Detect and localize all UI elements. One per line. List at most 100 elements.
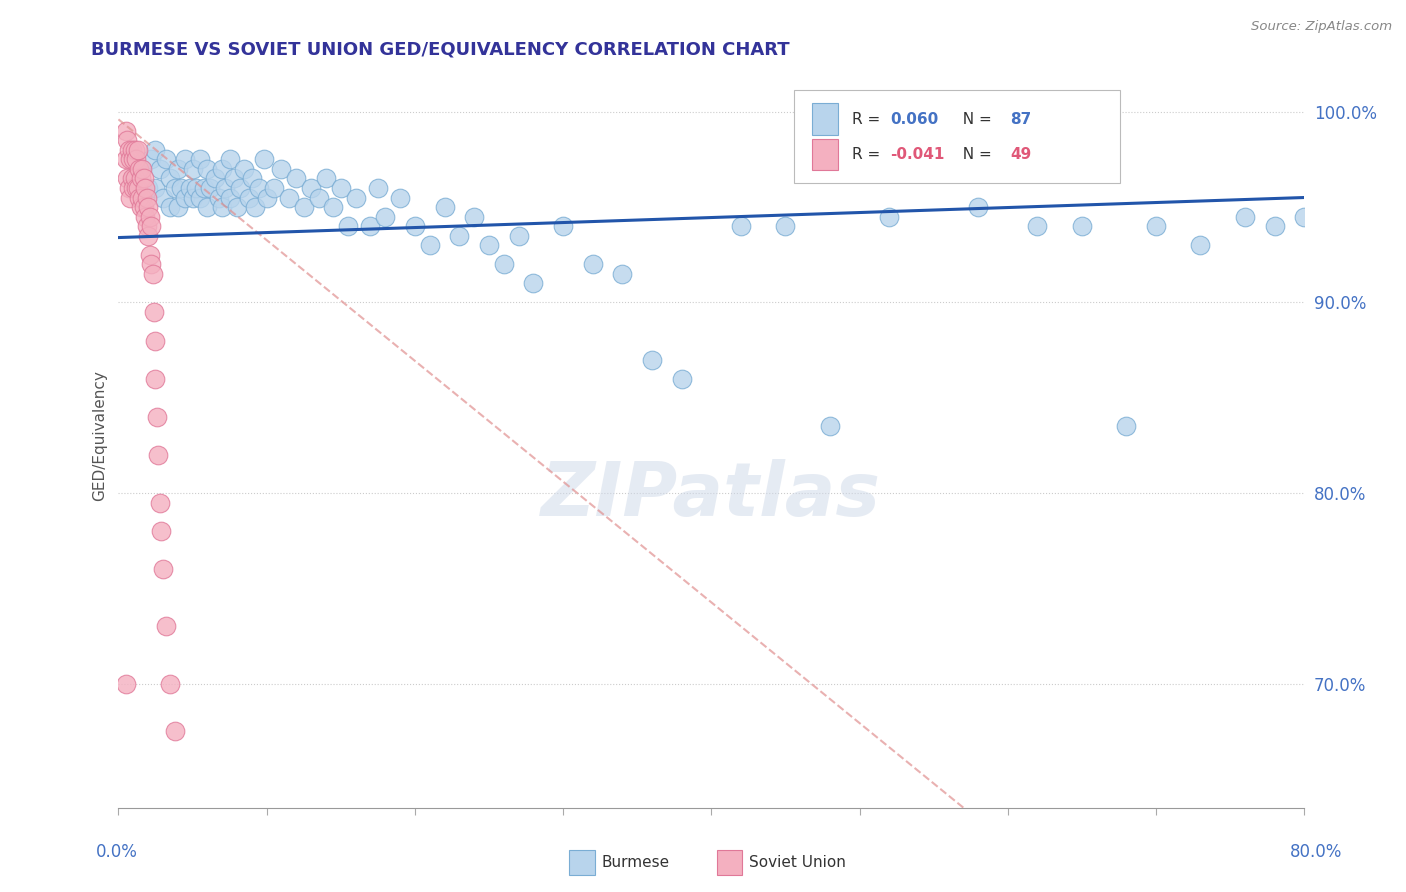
Point — [138, 210, 160, 224]
Point — [508, 228, 530, 243]
Point — [138, 248, 160, 262]
Point — [263, 181, 285, 195]
Point — [132, 171, 155, 186]
Point — [553, 219, 575, 233]
Point — [188, 153, 211, 167]
Point — [195, 200, 218, 214]
Point — [124, 171, 146, 186]
Point — [145, 334, 167, 348]
Point — [181, 161, 204, 176]
Point — [128, 190, 150, 204]
Point — [179, 181, 201, 195]
Point — [181, 190, 204, 204]
Text: Burmese: Burmese — [602, 855, 669, 870]
Point — [125, 181, 148, 195]
Point — [671, 371, 693, 385]
Point — [163, 724, 186, 739]
Point — [117, 133, 139, 147]
Point — [149, 495, 172, 509]
Point — [329, 181, 352, 195]
Point — [174, 153, 197, 167]
Point — [174, 190, 197, 204]
Point — [367, 181, 389, 195]
Bar — [813, 103, 838, 135]
Point — [115, 124, 138, 138]
Point — [218, 153, 240, 167]
Text: 0.060: 0.060 — [890, 112, 939, 127]
Point — [125, 153, 148, 167]
Point — [139, 153, 162, 167]
Point — [253, 153, 276, 167]
Point — [122, 153, 145, 167]
Point — [145, 371, 167, 385]
Point — [229, 181, 252, 195]
Bar — [813, 139, 838, 170]
Point — [134, 210, 156, 224]
Point — [139, 257, 162, 271]
Point — [277, 190, 299, 204]
Point — [404, 219, 426, 233]
Point — [247, 181, 270, 195]
Point — [121, 171, 143, 186]
Point — [166, 161, 188, 176]
Point — [139, 219, 162, 233]
Point — [299, 181, 322, 195]
Point — [211, 161, 233, 176]
Text: 49: 49 — [1010, 147, 1032, 162]
Point — [193, 181, 215, 195]
Text: R =: R = — [852, 147, 886, 162]
Point — [159, 171, 181, 186]
Point — [1144, 219, 1167, 233]
Point — [641, 352, 664, 367]
Point — [131, 190, 153, 204]
Point — [374, 210, 396, 224]
Point — [115, 153, 138, 167]
Point — [188, 190, 211, 204]
Point — [135, 190, 157, 204]
FancyBboxPatch shape — [794, 90, 1121, 183]
Point — [1189, 238, 1212, 252]
Point — [433, 200, 456, 214]
Point — [132, 200, 155, 214]
Point — [129, 161, 152, 176]
Point — [159, 676, 181, 690]
Point — [522, 277, 544, 291]
Text: BURMESE VS SOVIET UNION GED/EQUIVALENCY CORRELATION CHART: BURMESE VS SOVIET UNION GED/EQUIVALENCY … — [91, 40, 790, 58]
Point — [195, 161, 218, 176]
Point — [131, 161, 153, 176]
Point — [775, 219, 797, 233]
Point — [159, 200, 181, 214]
Point — [122, 181, 145, 195]
Text: 0.0%: 0.0% — [96, 843, 138, 861]
Point — [145, 181, 167, 195]
Point — [146, 409, 169, 424]
Point — [582, 257, 605, 271]
Point — [122, 171, 145, 186]
Point — [148, 448, 170, 462]
Point — [150, 524, 173, 538]
Point — [322, 200, 344, 214]
Point — [218, 190, 240, 204]
Text: R =: R = — [852, 112, 886, 127]
Point — [170, 181, 193, 195]
Point — [240, 171, 263, 186]
Point — [117, 171, 139, 186]
Point — [134, 181, 156, 195]
Point — [292, 200, 315, 214]
Point — [136, 228, 159, 243]
Point — [270, 161, 292, 176]
Point — [121, 143, 143, 157]
Point — [238, 190, 260, 204]
Point — [222, 171, 245, 186]
Point — [120, 153, 142, 167]
Point — [1264, 219, 1286, 233]
Point — [129, 200, 152, 214]
Point — [166, 200, 188, 214]
Point — [155, 619, 177, 633]
Text: ZIPatlas: ZIPatlas — [541, 458, 882, 532]
Point — [208, 190, 231, 204]
Text: 87: 87 — [1010, 112, 1032, 127]
Point — [163, 181, 186, 195]
Point — [492, 257, 515, 271]
Point — [136, 181, 159, 195]
